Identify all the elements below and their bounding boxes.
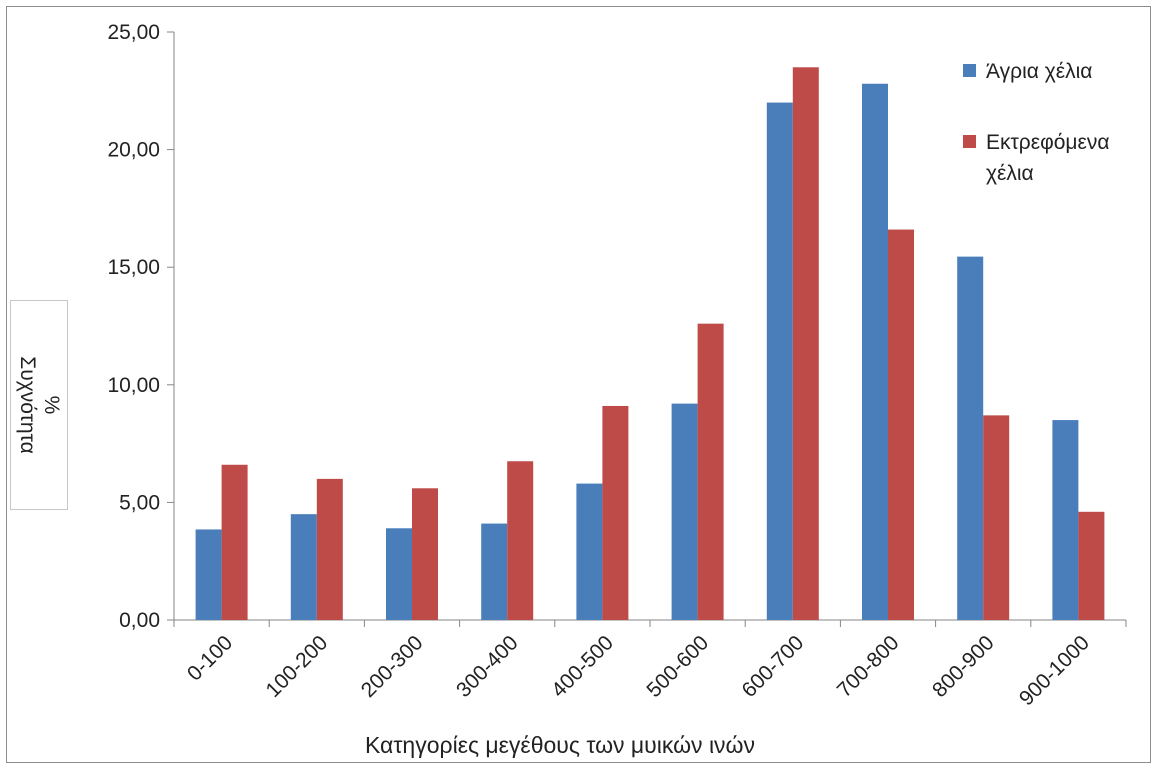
bar-farmed-0-100 <box>221 464 248 620</box>
y-tick-label: 0,00 <box>119 609 160 632</box>
y-tick-label: 25,00 <box>107 21 160 44</box>
bar-wild-500-600 <box>671 403 698 620</box>
bar-farmed-800-900 <box>983 415 1010 620</box>
x-tick-label: 0-100 <box>183 631 237 685</box>
bar-farmed-100-200 <box>316 478 343 620</box>
legend-swatch-farmed <box>963 135 976 148</box>
bar-farmed-400-500 <box>602 405 629 620</box>
bar-farmed-300-400 <box>507 461 534 620</box>
bar-wild-100-200 <box>290 514 317 620</box>
bar-wild-200-300 <box>386 528 412 620</box>
x-tick-label: 400-500 <box>547 631 618 702</box>
bar-wild-0-100 <box>195 529 222 620</box>
y-tick-label: 10,00 <box>107 374 160 397</box>
bar-wild-900-1000 <box>1052 420 1079 620</box>
legend-swatch-wild <box>963 64 976 77</box>
bar-wild-400-500 <box>576 483 603 620</box>
x-axis-label: Κατηγορίες μεγέθους των μυικών ινών <box>365 732 755 758</box>
bar-farmed-900-1000 <box>1078 511 1105 620</box>
y-tick-label: 15,00 <box>107 256 160 279</box>
y-tick-label: 20,00 <box>107 139 160 162</box>
y-axis-label-box: % Συχνότητα <box>10 300 68 510</box>
y-axis-label: % Συχνότητα <box>16 356 63 454</box>
bar-farmed-200-300 <box>412 488 438 620</box>
legend-label-wild: Άγρια χέλια <box>986 60 1092 83</box>
bar-wild-600-700 <box>766 102 793 620</box>
bar-farmed-600-700 <box>792 67 819 620</box>
x-tick-label: 200-300 <box>357 631 428 702</box>
bar-farmed-500-600 <box>697 323 724 620</box>
y-tick-label: 5,00 <box>119 491 160 514</box>
x-tick-label: 800-900 <box>928 631 999 702</box>
legend-label-farmed: Εκτρεφόμενα χέλια <box>986 131 1110 185</box>
x-tick-label: 700-800 <box>833 631 904 702</box>
x-tick-label: 500-600 <box>642 631 713 702</box>
x-tick-label: 900-1000 <box>1015 631 1094 710</box>
bar-wild-700-800 <box>862 83 888 620</box>
bar-wild-300-400 <box>481 523 508 620</box>
bar-wild-800-900 <box>957 256 984 620</box>
x-tick-label: 300-400 <box>452 631 523 702</box>
bar-farmed-700-800 <box>888 229 914 620</box>
x-tick-label: 600-700 <box>738 631 809 702</box>
x-tick-label: 100-200 <box>262 631 333 702</box>
